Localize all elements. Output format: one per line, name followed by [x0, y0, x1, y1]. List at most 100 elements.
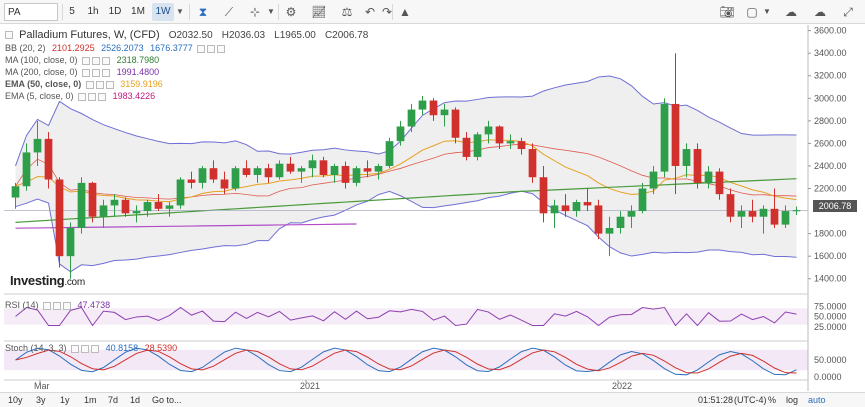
candle-body	[385, 141, 394, 166]
collapse-legend-icon[interactable]	[5, 31, 13, 40]
candle-body	[495, 126, 504, 144]
indicator-settings-icon[interactable]	[78, 92, 87, 101]
camera-icon[interactable]: 📷︎	[719, 5, 735, 19]
timeframe-1w-button[interactable]: 1W	[152, 3, 174, 21]
candle-body	[583, 202, 592, 206]
range-7d-button[interactable]: 7d	[108, 395, 119, 405]
chart-area[interactable]: 3600.00 3400.00 3200.00 3000.00 2800.00 2600.…	[0, 25, 865, 392]
indicator-settings-icon[interactable]	[82, 56, 91, 65]
symbol-search-input[interactable]	[4, 3, 58, 21]
settings-gear-icon[interactable]: ⚙	[285, 5, 297, 19]
range-1d-button[interactable]: 1d	[130, 395, 141, 405]
indicator-settings-icon[interactable]	[82, 68, 91, 77]
indicator-value: 2318.7980	[116, 55, 160, 65]
undo-icon[interactable]: ↶	[364, 5, 376, 19]
candle-body	[517, 141, 526, 150]
timeframe-1h-button[interactable]: 1h	[87, 6, 99, 17]
indicator-hide-icon[interactable]	[92, 68, 101, 77]
indicator-remove-icon[interactable]	[105, 80, 114, 89]
indicator-label: MA (100, close, 0)	[5, 55, 78, 65]
indicator-label: BB (20, 2)	[5, 43, 46, 53]
candle-body	[209, 168, 218, 180]
indicator-hide-icon[interactable]	[53, 301, 62, 310]
candle-body	[44, 138, 53, 180]
indicator-value: 1983.4226	[112, 91, 156, 101]
toolbar-divider	[278, 4, 279, 20]
range-1m-button[interactable]: 1m	[84, 395, 97, 405]
range-1y-button[interactable]: 1y	[60, 395, 70, 405]
legend-ma100[interactable]: MA (100, close, 0) 2318.7980	[5, 55, 159, 66]
candle-body	[649, 171, 658, 189]
candle-body	[33, 138, 42, 153]
timeframe-1d-button[interactable]: 1D	[108, 6, 122, 17]
timeframe-1m-button[interactable]: 1M	[131, 6, 145, 17]
indicator-value: 3159.9196	[120, 79, 163, 89]
goto-button[interactable]: Go to...	[152, 395, 182, 405]
price-tick-label: 3200.00	[814, 71, 847, 81]
legend-ema5[interactable]: EMA (5, close, 0) 1983.4226	[5, 91, 155, 102]
indicator-hide-icon[interactable]	[88, 92, 97, 101]
scale-log-button[interactable]: log	[786, 395, 799, 405]
line-tool-icon[interactable]: ⟋	[224, 5, 234, 19]
chart-title: Palladium Futures, W, (CFD)	[19, 29, 160, 41]
indicator-remove-icon[interactable]	[102, 56, 111, 65]
indicator-settings-icon[interactable]	[43, 301, 52, 310]
indicator-hide-icon[interactable]	[207, 44, 216, 53]
candle-body	[143, 202, 152, 212]
time-tick-label: Mar	[34, 381, 50, 391]
scale-percent-button[interactable]: %	[768, 395, 777, 405]
cloud-save-icon[interactable]: ☁	[785, 5, 797, 19]
layout-dropdown-icon[interactable]: ▼	[763, 7, 771, 16]
price-tick-label: 3000.00	[814, 93, 847, 103]
price-tick-label: 2600.00	[814, 138, 847, 148]
candle-body	[418, 100, 427, 110]
layout-icon[interactable]: ▢	[746, 5, 758, 19]
crosshair-icon[interactable]: ⊹	[249, 5, 261, 19]
indicator-hide-icon[interactable]	[95, 80, 104, 89]
indicator-settings-icon[interactable]	[71, 344, 80, 353]
indicator-remove-icon[interactable]	[91, 344, 100, 353]
candle-body	[660, 103, 669, 172]
legend-ma200[interactable]: MA (200, close, 0) 1991.4800	[5, 67, 159, 78]
indicator-remove-icon[interactable]	[102, 68, 111, 77]
chart-canvas[interactable]: 3600.00 3400.00 3200.00 3000.00 2800.00 2600.…	[0, 25, 865, 392]
legend-bb[interactable]: BB (20, 2) 2101.2925 2526.2073 1676.3777	[5, 43, 226, 54]
scale-auto-button[interactable]: auto	[808, 395, 826, 405]
alert-icon[interactable]: ▲	[399, 5, 411, 19]
stoch-tick-label: 50.0000	[814, 355, 847, 365]
chart-toolbar: 5 1h 1D 1M 1W ▼ ⧗ ⟋ ⊹ ▼ ⚙ 📈︎ ⚖ ↶ ↷ ▲ 📷︎ …	[0, 0, 865, 24]
indicator-remove-icon[interactable]	[217, 44, 226, 53]
rsi-value: 47.4738	[77, 300, 111, 310]
indicator-remove-icon[interactable]	[98, 92, 107, 101]
candle-style-icon[interactable]: ⧗	[198, 5, 208, 19]
toolbar-divider	[189, 4, 190, 20]
stoch-legend[interactable]: Stoch (14, 3, 3) 40.8158 28.5390	[5, 343, 177, 353]
stoch-k-line	[15, 347, 797, 376]
crosshair-dropdown-icon[interactable]: ▼	[267, 7, 275, 16]
indicators-icon[interactable]: 📈︎	[311, 5, 327, 19]
candle-body	[11, 186, 20, 198]
legend-ema50[interactable]: EMA (50, close, 0) 3159.9196	[5, 79, 163, 90]
indicator-hide-icon[interactable]	[92, 56, 101, 65]
timeframe-5-button[interactable]: 5	[69, 6, 75, 17]
ohlc-close: C2006.78	[324, 30, 369, 41]
timezone-button[interactable]: (UTC-4)	[734, 395, 767, 405]
rsi-legend[interactable]: RSI (14) 47.4738	[5, 300, 110, 310]
indicator-settings-icon[interactable]	[85, 80, 94, 89]
range-3y-button[interactable]: 3y	[36, 395, 46, 405]
candle-body	[264, 168, 273, 178]
timeframe-dropdown-icon[interactable]: ▼	[176, 7, 184, 16]
candle-body	[748, 211, 757, 217]
ma-100-line	[15, 178, 797, 223]
range-10y-button[interactable]: 10y	[8, 395, 23, 405]
indicator-settings-icon[interactable]	[197, 44, 206, 53]
candle-body	[374, 165, 383, 172]
candle-body	[187, 179, 196, 183]
fullscreen-icon[interactable]: ⤢	[843, 5, 853, 19]
indicator-hide-icon[interactable]	[81, 344, 90, 353]
indicator-remove-icon[interactable]	[63, 301, 72, 310]
candle-body	[352, 168, 361, 183]
redo-icon[interactable]: ↷	[381, 5, 393, 19]
compare-scale-icon[interactable]: ⚖	[341, 5, 353, 19]
cloud-load-icon[interactable]: ☁	[814, 5, 826, 19]
